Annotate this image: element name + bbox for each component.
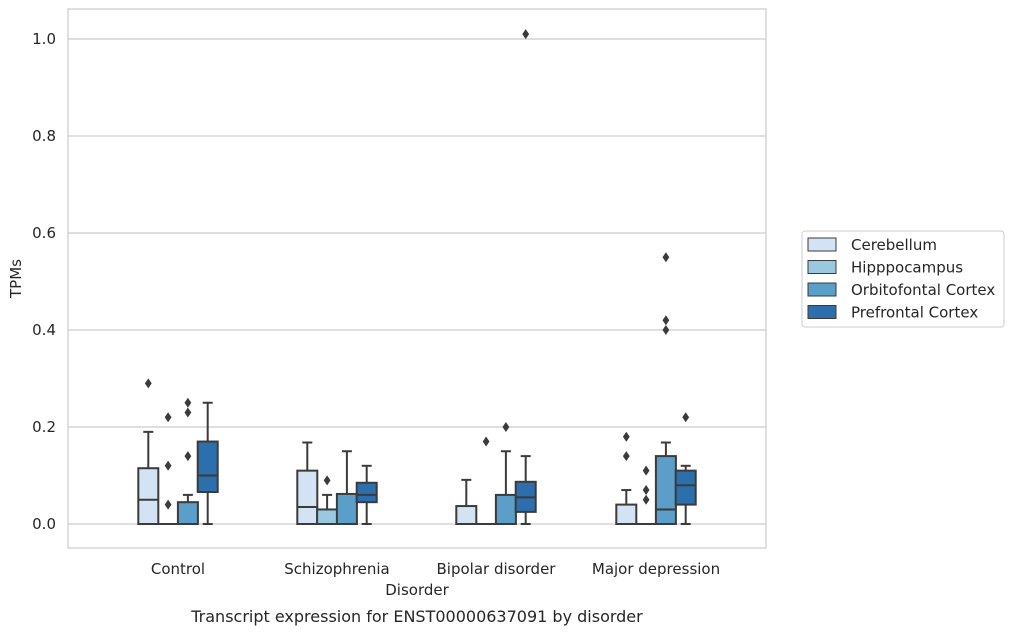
grid-lines [68, 38, 766, 525]
legend-frame [801, 230, 1005, 328]
box-hipppocampus-bipolar-disorder [475, 436, 498, 526]
x-tick-label: Control [151, 560, 205, 578]
box-cerebellum-control [137, 378, 160, 526]
legend-swatch [807, 305, 837, 319]
box-orbitofontal-cortex-schizophrenia [335, 450, 358, 525]
box-body [137, 467, 160, 526]
box-body [176, 501, 199, 525]
box-prefrontal-cortex-bipolar-disorder [514, 29, 537, 525]
outlier-point [622, 431, 630, 442]
y-tick-label: 0.8 [32, 127, 56, 145]
legend-swatch [807, 237, 837, 252]
y-tick-label: 0.0 [32, 515, 56, 533]
legend-label: Orbitofontal Cortex [851, 281, 995, 299]
outlier-point [164, 460, 172, 471]
box-body [335, 492, 358, 525]
chart-caption: Transcript expression for ENST0000063709… [190, 607, 643, 626]
y-axis-ticks: 0.0 0.2 0.4 0.6 0.8 1.0 [32, 30, 56, 533]
box-hipppocampus-control [157, 412, 180, 526]
outlier-point [164, 499, 172, 510]
box-body [355, 481, 378, 504]
box-body [494, 493, 517, 525]
box-body [455, 505, 478, 525]
box-body [196, 440, 219, 493]
outlier-point [184, 451, 192, 462]
outlier-point [682, 412, 690, 423]
outlier-point [622, 451, 630, 462]
box-plot-marks [137, 29, 697, 526]
outlier-point [642, 465, 650, 476]
box-orbitofontal-cortex-bipolar-disorder [494, 422, 517, 525]
y-tick-label: 0.2 [32, 418, 56, 436]
outlier-point [482, 436, 490, 447]
outlier-point [184, 407, 192, 418]
box-body [316, 508, 339, 526]
legend-label: Cerebellum [851, 236, 937, 254]
box-hipppocampus-major-depression [635, 465, 658, 526]
box-cerebellum-major-depression [615, 431, 638, 526]
legend-label: Hipppocampus [851, 259, 963, 277]
legend: Cerebellum Hipppocampus Orbitofontal Corte… [801, 230, 1005, 328]
x-axis-label: Disorder [385, 581, 449, 599]
legend-swatch [807, 282, 837, 297]
x-tick-label: Major depression [592, 560, 720, 578]
y-axis-label: TPMs [7, 259, 25, 299]
box-body [654, 455, 677, 526]
outlier-point [323, 475, 331, 486]
x-axis-ticks: Control Schizophrenia Bipolar disorder Majo… [151, 560, 720, 578]
outlier-point [642, 494, 650, 505]
outlier-point [184, 397, 192, 408]
box-orbitofontal-cortex-major-depression [654, 252, 677, 526]
outlier-point [662, 252, 670, 263]
box-prefrontal-cortex-schizophrenia [355, 464, 378, 525]
box-cerebellum-bipolar-disorder [455, 478, 478, 525]
outlier-point [144, 378, 152, 389]
y-tick-label: 0.6 [32, 224, 56, 242]
outlier-point [662, 325, 670, 335]
y-tick-label: 0.4 [32, 321, 56, 339]
outlier-point [164, 412, 172, 423]
box-cerebellum-schizophrenia [296, 441, 319, 525]
outlier-point [662, 315, 670, 326]
plot-frame [67, 8, 767, 549]
x-tick-label: Bipolar disorder [437, 560, 557, 578]
box-body [615, 503, 638, 526]
legend-swatch [807, 260, 837, 274]
box-prefrontal-cortex-control [196, 401, 219, 525]
box-prefrontal-cortex-major-depression [674, 412, 697, 525]
legend-label: Prefrontal Cortex [851, 304, 978, 322]
outlier-point [642, 485, 650, 496]
box-hipppocampus-schizophrenia [316, 475, 339, 526]
box-body [674, 469, 697, 506]
box-orbitofontal-cortex-control [176, 397, 199, 525]
y-tick-label: 1.0 [32, 30, 56, 48]
outlier-point [502, 422, 510, 432]
outlier-point [522, 29, 530, 40]
x-tick-label: Schizophrenia [284, 560, 389, 578]
box-body [296, 469, 319, 525]
